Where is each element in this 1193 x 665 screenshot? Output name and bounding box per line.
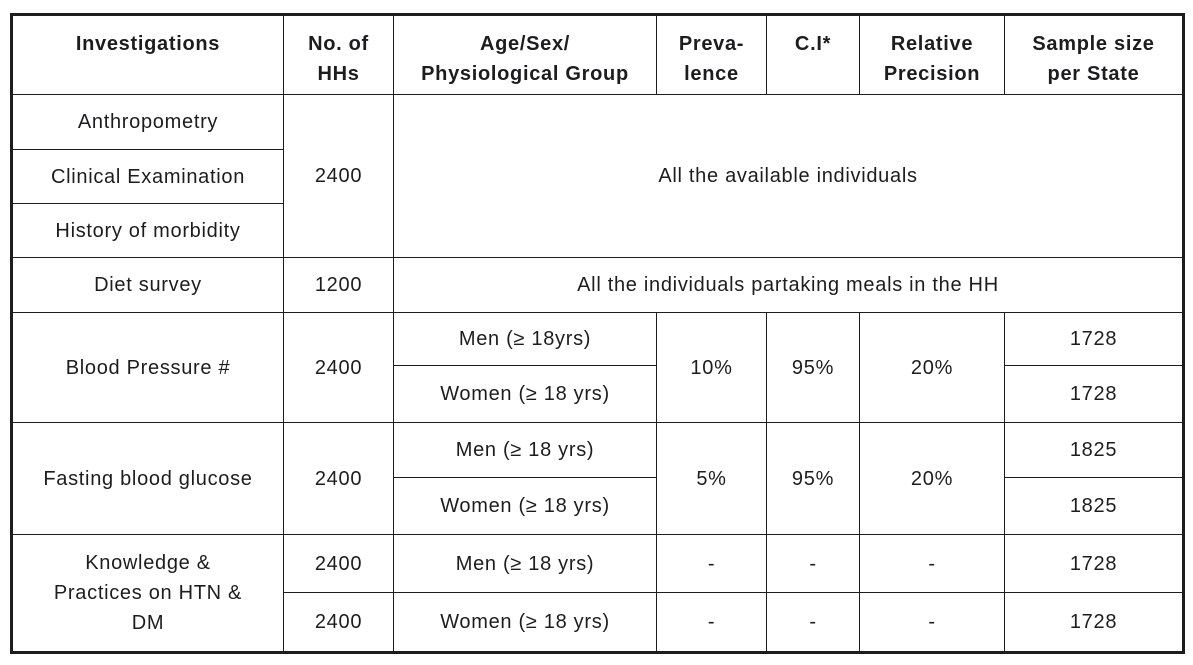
survey-sampling-design-table: Investigations No. of HHs Age/Sex/ Physi…	[10, 13, 1185, 654]
cell-prevalence-knowledge-women: -	[656, 592, 767, 653]
cell-hhs-knowledge-men: 2400	[283, 534, 394, 593]
cell-investigation-diet-survey: Diet survey	[11, 257, 284, 313]
cell-ci-fbg: 95%	[766, 422, 860, 535]
row-anthropometry: Anthropometry 2400 All the available ind…	[11, 94, 1184, 258]
cell-ci-knowledge-women: -	[766, 592, 860, 653]
row-fasting-glucose-women: Women (≥ 18 yrs) 1825	[12, 477, 1184, 535]
cell-sample-fbg-men: 1825	[1004, 422, 1184, 478]
header-investigations: Investigations	[11, 14, 284, 95]
header-prevalence: Preva- lence	[656, 14, 767, 95]
cell-investigation-blood-pressure: Blood Pressure #	[11, 312, 284, 423]
cell-note-partaking-meals: All the individuals partaking meals in t…	[393, 257, 1184, 313]
cell-relative-precision-bp: 20%	[859, 312, 1005, 423]
header-row: Investigations No. of HHs Age/Sex/ Physi…	[11, 14, 1184, 95]
cell-hhs-knowledge-women: 2400	[283, 592, 394, 653]
cell-relative-precision-knowledge-men: -	[859, 534, 1005, 593]
cell-sample-bp-women: 1728	[1004, 365, 1184, 423]
cell-prevalence-bp: 10%	[656, 312, 767, 423]
cell-group-knowledge-women: Women (≥ 18 yrs)	[393, 592, 657, 653]
cell-ci-bp: 95%	[766, 312, 860, 423]
cell-sample-knowledge-women: 1728	[1004, 592, 1184, 653]
cell-investigation-anthropometry: Anthropometry	[11, 94, 284, 150]
cell-investigation-knowledge-practices: Knowledge & Practices on HTN & DM	[11, 534, 284, 653]
cell-hhs-blood-pressure: 2400	[283, 312, 394, 423]
cell-investigation-clinical-examination: Clinical Examination	[11, 149, 284, 204]
cell-sample-knowledge-men: 1728	[1004, 534, 1184, 593]
header-relative-precision: Relative Precision	[859, 14, 1005, 95]
cell-sample-fbg-women: 1825	[1004, 477, 1184, 535]
row-fasting-glucose-men: Fasting blood glucose 2400 Men (≥ 18 yrs…	[11, 422, 1184, 535]
cell-note-all-available-individuals: All the available individuals	[393, 94, 1184, 258]
row-blood-pressure-men: Blood Pressure # 2400 Men (≥ 18yrs) 10% …	[11, 312, 1184, 423]
row-diet-survey: Diet survey 1200 All the individuals par…	[11, 257, 1184, 313]
cell-hhs-diet-survey: 1200	[283, 257, 394, 313]
cell-ci-knowledge-men: -	[766, 534, 860, 593]
header-age-sex-group: Age/Sex/ Physiological Group	[393, 14, 657, 95]
cell-group-knowledge-men: Men (≥ 18 yrs)	[393, 534, 657, 593]
cell-group-bp-women: Women (≥ 18 yrs)	[393, 365, 657, 423]
row-knowledge-men: Knowledge & Practices on HTN & DM 2400 M…	[11, 534, 1184, 653]
cell-investigation-history-of-morbidity: History of morbidity	[11, 203, 284, 258]
cell-group-fbg-women: Women (≥ 18 yrs)	[393, 477, 657, 535]
row-knowledge-women: 2400 Women (≥ 18 yrs) - - - 1728	[12, 592, 1184, 653]
cell-group-fbg-men: Men (≥ 18 yrs)	[393, 422, 657, 478]
cell-relative-precision-fbg: 20%	[859, 422, 1005, 535]
header-ci: C.I*	[766, 14, 860, 95]
row-history-of-morbidity: History of morbidity	[11, 203, 1184, 258]
cell-prevalence-knowledge-men: -	[656, 534, 767, 593]
cell-relative-precision-knowledge-women: -	[859, 592, 1005, 653]
cell-investigation-fasting-glucose: Fasting blood glucose	[11, 422, 284, 535]
cell-sample-bp-men: 1728	[1004, 312, 1184, 366]
row-clinical-examination: Clinical Examination	[11, 149, 1184, 204]
cell-prevalence-fbg: 5%	[656, 422, 767, 535]
header-sample-size: Sample size per State	[1004, 14, 1184, 95]
header-no-of-hhs: No. of HHs	[283, 14, 394, 95]
cell-hhs-anthro-group: 2400	[283, 94, 394, 258]
cell-group-bp-men: Men (≥ 18yrs)	[393, 312, 657, 366]
row-blood-pressure-women: Women (≥ 18 yrs) 1728	[12, 365, 1184, 423]
cell-hhs-fasting-glucose: 2400	[283, 422, 394, 535]
